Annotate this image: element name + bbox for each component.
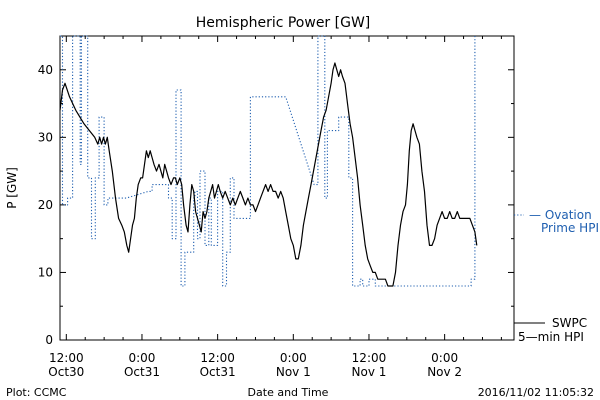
- x-axis-label: Date and Time: [248, 386, 329, 399]
- footer-plot-credit: Plot: CCMC: [6, 386, 67, 399]
- series-ovation-prime-line: [60, 35, 476, 287]
- y-axis-ticks: 0 10 20 30 40: [38, 63, 514, 347]
- y-tick-label: 0: [45, 333, 53, 347]
- x-tick-label-time: 12:00: [200, 351, 235, 365]
- x-tick-label-date: Oct30: [48, 365, 84, 379]
- legend-ovation-line1: — Ovation: [529, 208, 592, 222]
- x-tick-label-time: 0:00: [128, 351, 155, 365]
- y-tick-label: 40: [38, 63, 53, 77]
- x-tick-label-date: Oct31: [124, 365, 160, 379]
- y-tick-label: 30: [38, 130, 53, 144]
- legend-ovation-line2: Prime HPI: [541, 221, 599, 235]
- x-tick-label-time: 0:00: [431, 351, 458, 365]
- y-axis-label: P [GW]: [5, 167, 19, 209]
- legend-ovation-prime: — Ovation Prime HPI: [514, 208, 599, 235]
- legend-swpc: SWPC 5—min HPI: [514, 316, 587, 344]
- legend-swpc-line1: SWPC: [552, 316, 587, 330]
- x-tick-label-date: Nov 2: [427, 365, 462, 379]
- y-tick-label: 10: [38, 265, 53, 279]
- x-tick-label-date: Nov 1: [352, 365, 387, 379]
- plot-frame: [59, 35, 515, 341]
- x-tick-label-time: 0:00: [280, 351, 307, 365]
- x-tick-label-time: 12:00: [352, 351, 387, 365]
- footer-timestamp: 2016/11/02 11:05:32: [478, 386, 594, 399]
- x-tick-label-date: Nov 1: [276, 365, 311, 379]
- legend-swpc-line2: 5—min HPI: [518, 330, 584, 344]
- series-swpc-line: [59, 62, 478, 287]
- x-tick-label-time: 12:00: [49, 351, 84, 365]
- y-tick-label: 20: [38, 198, 53, 212]
- chart-title: Hemispheric Power [GW]: [196, 15, 371, 31]
- series-layer: [59, 35, 478, 287]
- x-tick-label-date: Oct31: [200, 365, 236, 379]
